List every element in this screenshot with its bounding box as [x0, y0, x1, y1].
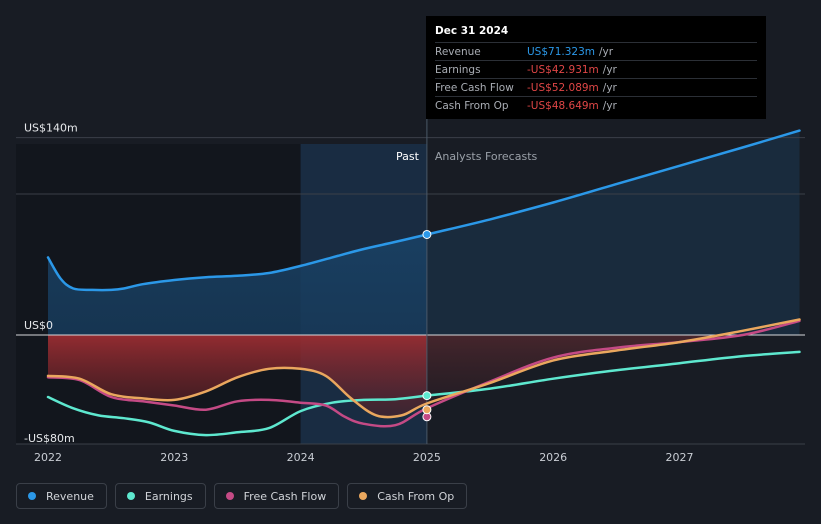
- tooltip-label: Cash From Op: [435, 99, 509, 112]
- legend-dot-icon: [225, 492, 234, 500]
- legend-item-cash-from-op[interactable]: Cash From Op: [347, 483, 468, 509]
- x-tick-label: 2023: [160, 451, 188, 464]
- tooltip-date: Dec 31 2024: [435, 25, 509, 37]
- tooltip-label: Revenue: [435, 45, 481, 58]
- series-line-cash-from-op: [46, 318, 801, 419]
- y-tick-label: -US$80m: [24, 432, 75, 445]
- tooltip-row-cash-from-op: Cash From Op -US$48.649m /yr: [435, 96, 757, 114]
- legend-label: Earnings: [144, 489, 193, 503]
- legend-label: Revenue: [46, 489, 94, 503]
- x-tick-label: 2026: [539, 451, 567, 464]
- legend-dot-icon: [126, 492, 135, 500]
- legend-label: Cash From Op: [377, 489, 455, 503]
- tooltip-row-earnings: Earnings -US$42.931m /yr: [435, 60, 757, 78]
- x-tick-label: 2024: [287, 451, 315, 464]
- x-tick-label: 2022: [34, 451, 62, 464]
- highlight-marker: [422, 229, 432, 239]
- tooltip-value: -US$52.089m: [527, 81, 599, 94]
- highlight-marker: [422, 391, 432, 401]
- series-line-earnings: [46, 350, 801, 437]
- legend-dot-icon: [28, 492, 36, 500]
- tooltip-unit: /yr: [599, 45, 614, 58]
- revenue-area-forecast: [426, 130, 800, 335]
- tooltip-value: -US$42.931m: [527, 63, 599, 76]
- legend-dot-icon: [359, 492, 368, 500]
- series-line-free-cash-flow: [46, 319, 801, 428]
- tooltip-value: US$71.323m: [527, 45, 595, 58]
- tooltip-unit: /yr: [602, 63, 617, 76]
- past-label: Past: [396, 150, 420, 163]
- legend: Revenue Earnings Free Cash Flow Cash Fro…: [16, 483, 468, 509]
- series-line-revenue: [46, 129, 801, 292]
- highlight-marker: [422, 405, 432, 415]
- x-tick-label: 2027: [666, 451, 694, 464]
- y-tick-label: US$140m: [24, 122, 78, 135]
- legend-item-free-cash-flow[interactable]: Free Cash Flow: [213, 483, 340, 509]
- tooltip-unit: /yr: [602, 81, 617, 94]
- revenue-area-past: [48, 234, 427, 335]
- forecast-label: Analysts Forecasts: [435, 150, 538, 163]
- tooltip-value: -US$48.649m: [527, 99, 599, 112]
- legend-label: Free Cash Flow: [243, 489, 327, 503]
- tooltip-label: Earnings: [435, 63, 481, 76]
- legend-item-earnings[interactable]: Earnings: [114, 483, 206, 509]
- x-tick-label: 2025: [413, 451, 441, 464]
- tooltip-row-free-cash-flow: Free Cash Flow -US$52.089m /yr: [435, 78, 757, 96]
- tooltip: Dec 31 2024 Revenue US$71.323m /yr Earni…: [426, 16, 766, 119]
- negative-area-forecast: [426, 334, 800, 404]
- legend-item-revenue[interactable]: Revenue: [16, 483, 107, 509]
- tooltip-unit: /yr: [602, 99, 617, 112]
- tooltip-label: Free Cash Flow: [435, 81, 514, 94]
- y-tick-label: US$0: [24, 319, 53, 332]
- tooltip-row-revenue: Revenue US$71.323m /yr: [435, 42, 757, 60]
